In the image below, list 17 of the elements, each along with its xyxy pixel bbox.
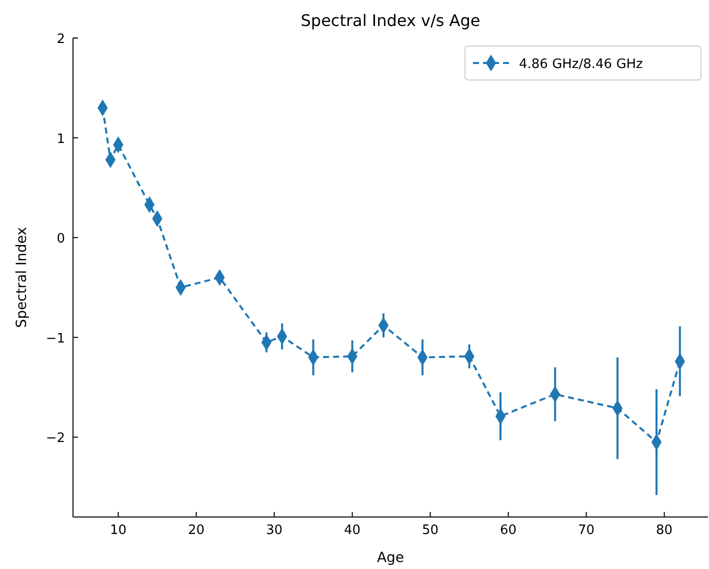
x-tick-label: 80	[656, 523, 673, 538]
y-tick-label: −2	[46, 431, 65, 446]
x-tick-label: 10	[110, 523, 127, 538]
chart-title: Spectral Index v/s Age	[300, 11, 480, 30]
x-axis-title: Age	[376, 550, 404, 566]
x-tick-label: 60	[500, 523, 517, 538]
legend-label: 4.86 GHz/8.46 GHz	[519, 57, 644, 72]
y-axis-title: Spectral Index	[14, 227, 30, 328]
x-tick-label: 20	[188, 523, 205, 538]
x-tick-label: 50	[422, 523, 439, 538]
x-tick-label: 40	[344, 523, 361, 538]
y-tick-label: 2	[56, 32, 65, 47]
y-tick-label: 0	[56, 232, 65, 247]
y-tick-label: 1	[56, 132, 65, 147]
x-tick-label: 30	[266, 523, 283, 538]
x-tick-label: 70	[578, 523, 595, 538]
y-tick-label: −1	[46, 331, 65, 346]
